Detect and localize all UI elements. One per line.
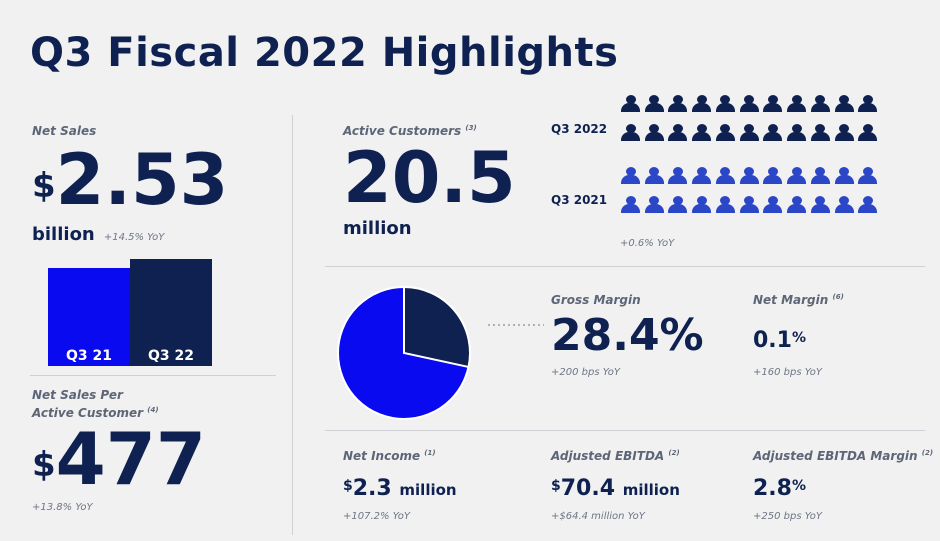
adjusted-ebitda-label: Adjusted EBITDA (2) [551,449,680,463]
person-icon [857,95,878,112]
net-margin-value: 0.1% [753,328,807,353]
person-icon [644,95,665,112]
currency-symbol: $ [32,166,56,206]
person-icon [810,124,831,141]
person-icon [786,196,807,213]
person-icon [834,196,855,213]
net-margin-yoy: +160 bps YoY [753,367,822,378]
person-icon [691,95,712,112]
pie-gross-margin-slice [403,285,471,369]
gross-margin-pie [337,285,471,420]
bar-q3-22: Q3 22 [130,259,212,366]
per-customer-yoy: +13.8% YoY [32,502,93,513]
net-income-yoy: +107.2% YoY [343,511,410,522]
person-icon [667,167,688,184]
active-customers-value: 20.5 [343,137,516,219]
person-icon [715,196,736,213]
person-icon [667,196,688,213]
person-icon [715,167,736,184]
gross-margin-label: Gross Margin [551,293,641,307]
net-sales-value: $2.53 [32,140,228,220]
adjusted-ebitda-margin-label: Adjusted EBITDA Margin (2) [753,449,934,463]
net-sales-label: Net Sales [32,124,97,138]
adjusted-ebitda-margin-yoy: +250 bps YoY [753,511,822,522]
right-divider-bottom [325,430,925,431]
gross-margin-yoy: +200 bps YoY [551,367,620,378]
active-customers-unit: million [343,218,412,239]
person-icon [786,167,807,184]
net-sales-per-customer-value: $477 [32,418,206,500]
person-icon [834,124,855,141]
person-icon [691,196,712,213]
person-icon [667,124,688,141]
adjusted-ebitda-margin-value: 2.8% [753,476,807,501]
currency-symbol: $ [32,445,56,485]
net-income-label: Net Income (1) [343,449,436,463]
label-line-2: Active Customer (4) [32,406,159,420]
person-icon [620,124,641,141]
person-icon [810,167,831,184]
person-icon [786,95,807,112]
active-customers-yoy: +0.6% YoY [620,238,675,249]
net-income-value: $2.3 million [343,476,457,501]
person-icon [762,124,783,141]
person-icon [786,124,807,141]
people-row [620,124,878,141]
bar-label: Q3 22 [148,348,194,364]
active-customers-label: Active Customers (3) [343,124,477,138]
people-grid-2021 [620,167,878,233]
person-icon [857,167,878,184]
vertical-divider [292,115,293,535]
person-icon [834,167,855,184]
left-divider [30,375,276,376]
person-icon [620,95,641,112]
net-margin-label: Net Margin (6) [753,293,844,307]
people-row [620,167,878,184]
person-icon [715,95,736,112]
bar-q3-21: Q3 21 [48,268,130,366]
person-icon [739,167,760,184]
person-icon [691,167,712,184]
net-sales-per-customer-label: Net Sales Per Active Customer (4) [32,388,159,421]
gross-margin-value: 28.4% [551,310,704,361]
people-row [620,196,878,213]
person-icon [620,196,641,213]
people-grid-2022 [620,95,878,161]
per-customer-number: 477 [55,417,206,501]
person-icon [762,196,783,213]
row-label-2021: Q3 2021 [551,193,608,207]
person-icon [857,196,878,213]
net-sales-unit: billion [32,224,95,245]
row-label-2022: Q3 2022 [551,122,608,136]
person-icon [620,167,641,184]
adjusted-ebitda-yoy: +$64.4 million YoY [551,511,645,522]
net-sales-unit-row: billion +14.5% YoY [32,224,164,245]
page-title: Q3 Fiscal 2022 Highlights [30,30,619,76]
person-icon [715,124,736,141]
bar-label: Q3 21 [66,348,112,364]
person-icon [644,167,665,184]
person-icon [739,196,760,213]
dotted-connector [488,324,544,326]
person-icon [667,95,688,112]
label-line-1: Net Sales Per [32,388,123,402]
person-icon [691,124,712,141]
person-icon [857,124,878,141]
right-divider-top [325,266,925,267]
net-sales-yoy: +14.5% YoY [103,232,165,243]
adjusted-ebitda-value: $70.4 million [551,476,680,501]
person-icon [644,124,665,141]
people-row [620,95,878,112]
person-icon [810,196,831,213]
person-icon [762,167,783,184]
person-icon [810,95,831,112]
person-icon [644,196,665,213]
person-icon [762,95,783,112]
person-icon [739,124,760,141]
net-sales-number: 2.53 [55,139,229,221]
person-icon [739,95,760,112]
person-icon [834,95,855,112]
